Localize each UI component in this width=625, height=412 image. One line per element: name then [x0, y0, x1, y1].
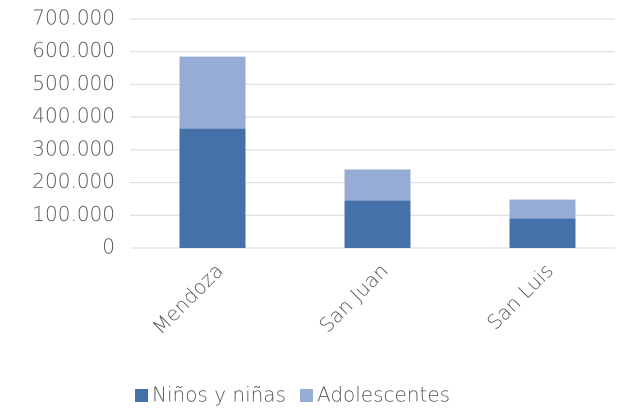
legend-swatch [299, 389, 313, 402]
legend-label: Niños y niñas [152, 383, 286, 407]
legend-swatch [135, 389, 148, 402]
y-tick-label: 300.000 [32, 136, 115, 160]
y-tick-label: 500.000 [32, 71, 115, 95]
bar-segment [179, 128, 246, 248]
y-tick-label: 100.000 [32, 202, 115, 226]
x-tick-label: Mendoza [147, 258, 228, 339]
bar-segment [509, 218, 576, 248]
bar-segment [509, 199, 576, 219]
y-tick-label: 400.000 [32, 104, 115, 128]
x-tick-label: San Luis [482, 258, 558, 334]
y-tick-label: 600.000 [32, 38, 115, 62]
bar-segment [344, 169, 411, 201]
x-tick-label: San Juan [314, 258, 393, 337]
y-tick-label: 0 [102, 235, 115, 259]
y-tick-label: 700.000 [32, 6, 115, 30]
bar-segment [344, 200, 411, 248]
y-tick-label: 200.000 [32, 169, 115, 193]
bar-segment [179, 56, 246, 129]
legend-label: Adolescentes [317, 383, 450, 407]
